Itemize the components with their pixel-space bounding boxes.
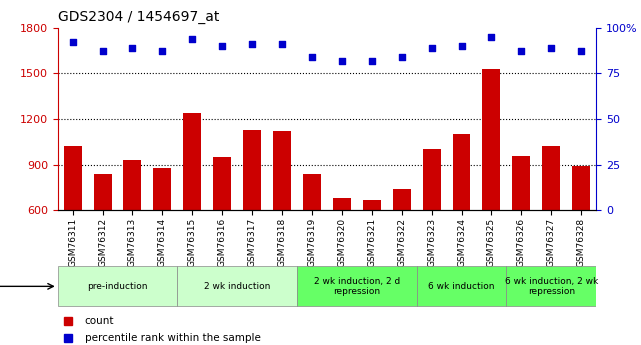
Point: [97, 49, 108, 54]
Bar: [333, 198, 351, 302]
Text: 6 wk induction, 2 wk
repression: 6 wk induction, 2 wk repression: [504, 277, 598, 296]
Bar: [297, 266, 417, 306]
Text: 6 wk induction: 6 wk induction: [428, 282, 495, 291]
Point: [217, 43, 228, 49]
Bar: [63, 146, 81, 302]
Bar: [506, 266, 596, 306]
Bar: [363, 200, 381, 302]
Bar: [243, 130, 261, 302]
Point: [307, 54, 317, 60]
Point: [67, 39, 78, 45]
Point: [337, 58, 347, 63]
Bar: [453, 134, 470, 302]
Bar: [273, 131, 291, 302]
Point: [277, 41, 287, 47]
Bar: [178, 266, 297, 306]
Bar: [422, 149, 440, 302]
Bar: [303, 174, 321, 302]
Point: [367, 58, 377, 63]
Point: [397, 54, 407, 60]
Text: percentile rank within the sample: percentile rank within the sample: [85, 333, 260, 343]
Bar: [542, 146, 560, 302]
Point: [128, 45, 138, 50]
Point: [157, 49, 167, 54]
Bar: [183, 113, 201, 302]
Bar: [572, 166, 590, 302]
Bar: [483, 69, 501, 302]
Point: [426, 45, 437, 50]
Point: [516, 49, 526, 54]
Bar: [393, 189, 411, 302]
Point: [187, 36, 197, 41]
Point: [456, 43, 467, 49]
Bar: [94, 174, 112, 302]
Text: GDS2304 / 1454697_at: GDS2304 / 1454697_at: [58, 10, 219, 24]
Text: count: count: [85, 316, 114, 326]
Point: [546, 45, 556, 50]
Point: [247, 41, 257, 47]
Text: pre-induction: pre-induction: [87, 282, 148, 291]
Bar: [512, 156, 530, 302]
Bar: [153, 168, 171, 302]
Bar: [58, 266, 178, 306]
Text: 2 wk induction, 2 d
repression: 2 wk induction, 2 d repression: [313, 277, 400, 296]
Point: [487, 34, 497, 39]
Bar: [417, 266, 506, 306]
Bar: [124, 160, 142, 302]
Text: 2 wk induction: 2 wk induction: [204, 282, 271, 291]
Point: [576, 49, 587, 54]
Bar: [213, 157, 231, 302]
